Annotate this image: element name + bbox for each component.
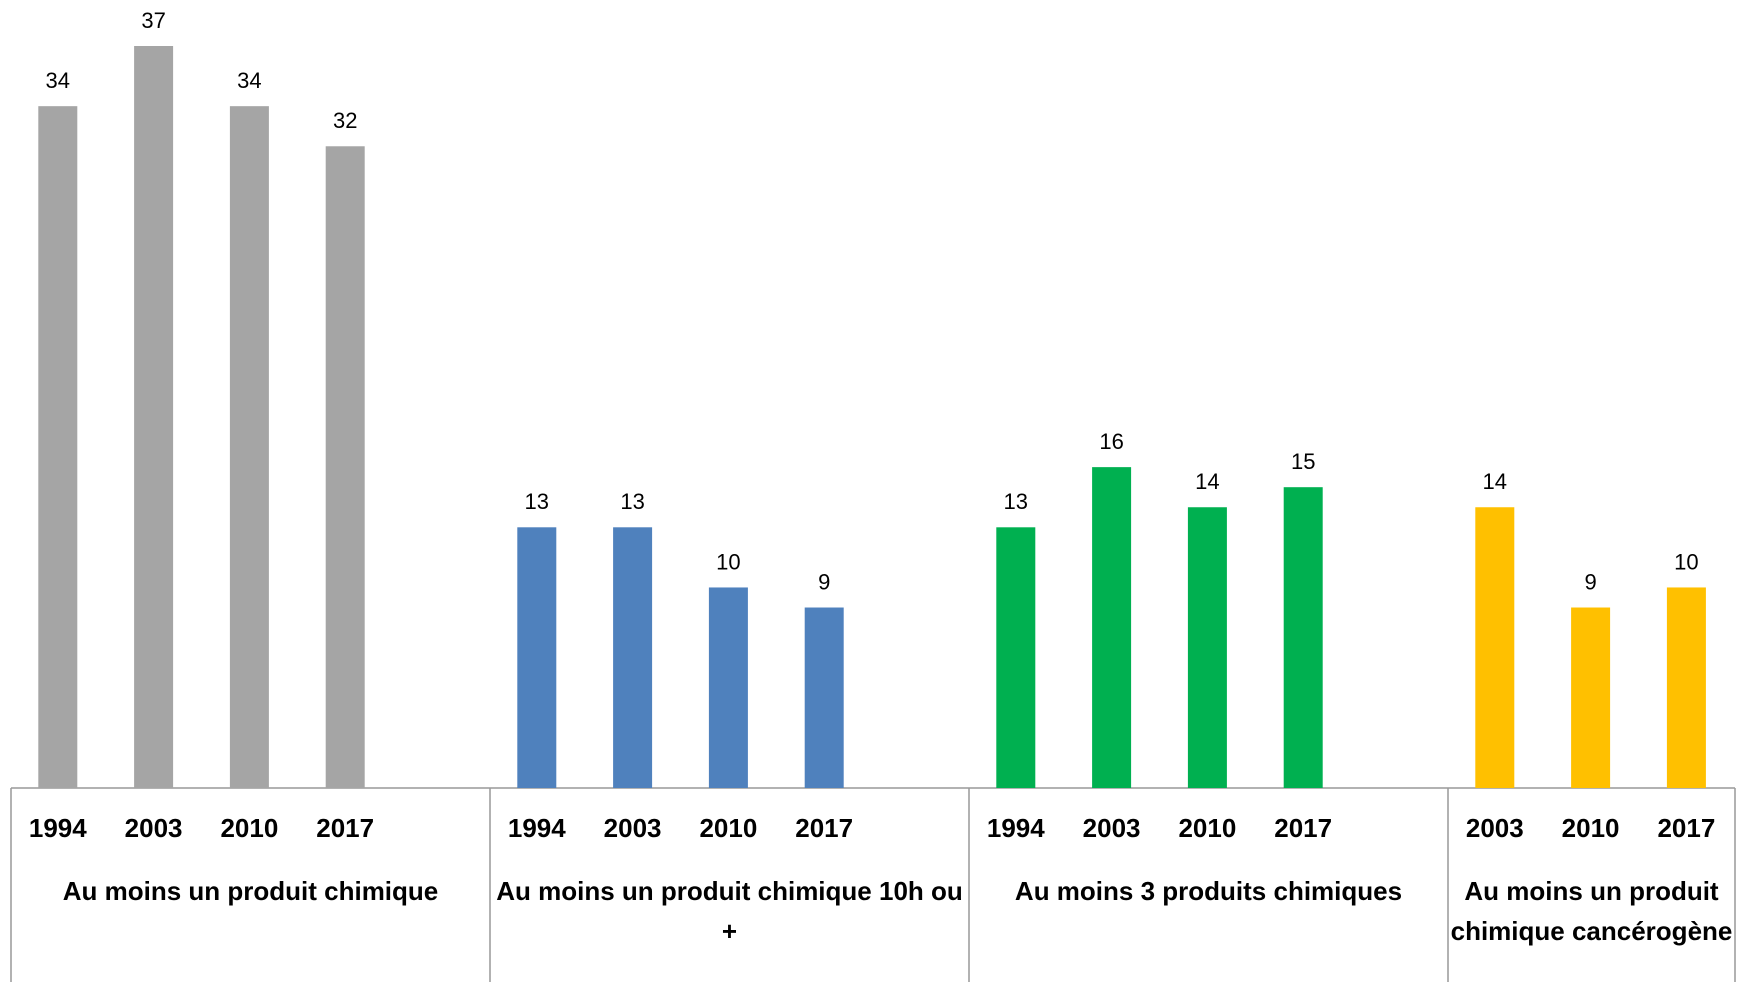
data-label: 14 [1483, 469, 1507, 494]
x-tick-label: 1994 [987, 813, 1045, 843]
x-tick-label: 2017 [1274, 813, 1332, 843]
bar [1092, 467, 1132, 788]
group-label-box: Au moins un produit chimique [62, 876, 439, 906]
x-tick-label: 2017 [1657, 813, 1715, 843]
bar [1571, 607, 1611, 788]
bar [1475, 507, 1515, 788]
bar [325, 146, 365, 788]
bar [229, 106, 269, 788]
x-tick-label: 1994 [29, 813, 87, 843]
data-label: 10 [716, 549, 740, 574]
data-label: 34 [46, 68, 70, 93]
bar [517, 527, 557, 788]
data-label: 13 [1004, 489, 1028, 514]
bar [1187, 507, 1227, 788]
group-label-box: Au moins un produit chimique cancérogène [1450, 876, 1733, 946]
group-label: Au moins un produit chimique [62, 876, 439, 906]
data-label: 14 [1195, 469, 1219, 494]
data-label: 15 [1291, 449, 1315, 474]
x-tick-label: 2017 [316, 813, 374, 843]
group-label: Au moins un produit chimique 10h ou + [496, 876, 963, 946]
bar [613, 527, 653, 788]
data-label: 34 [237, 68, 261, 93]
data-label: 13 [525, 489, 549, 514]
data-label: 13 [620, 489, 644, 514]
bar [708, 587, 748, 788]
data-label: 9 [818, 569, 830, 594]
x-tick-label: 2010 [1178, 813, 1236, 843]
x-tick-label: 2003 [604, 813, 662, 843]
bar [1283, 487, 1323, 788]
group-label-box: Au moins 3 produits chimiques [1014, 876, 1403, 906]
x-tick-label: 1994 [508, 813, 566, 843]
data-label: 10 [1674, 549, 1698, 574]
x-tick-label: 2003 [1466, 813, 1524, 843]
group-label: Au moins un produit chimique cancérogène [1450, 876, 1733, 946]
data-label: 9 [1584, 569, 1596, 594]
bar [1666, 587, 1706, 788]
group-label-box: Au moins un produit chimique 10h ou + [496, 876, 963, 946]
x-tick-label: 2010 [220, 813, 278, 843]
x-tick-label: 2017 [795, 813, 853, 843]
data-label: 16 [1099, 429, 1123, 454]
x-tick-label: 2003 [1083, 813, 1141, 843]
x-tick-label: 2010 [699, 813, 757, 843]
x-tick-label: 2010 [1562, 813, 1620, 843]
data-label: 37 [141, 8, 165, 33]
bar [996, 527, 1036, 788]
bar [38, 106, 78, 788]
data-label: 32 [333, 108, 357, 133]
bar [804, 607, 844, 788]
x-tick-label: 2003 [125, 813, 183, 843]
group-label: Au moins 3 produits chimiques [1014, 876, 1403, 906]
bar [134, 46, 174, 788]
